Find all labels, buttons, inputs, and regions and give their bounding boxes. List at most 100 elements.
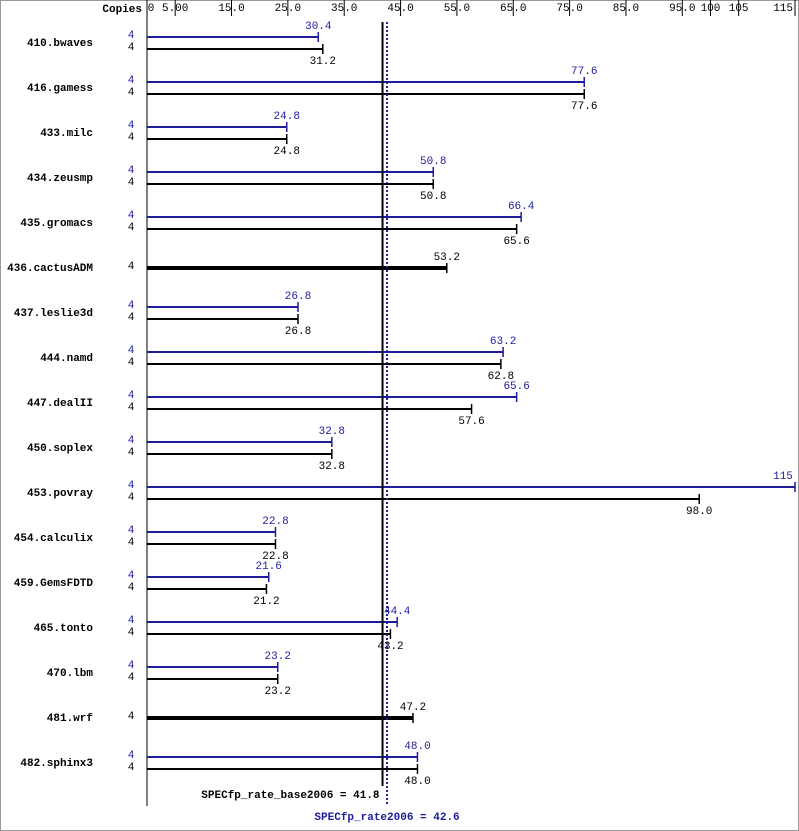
value-label: 21.6 (256, 561, 282, 573)
benchmark-label: 453.povray (27, 488, 93, 500)
copies-label: 4 (128, 177, 135, 189)
reference-label: SPECfp_rate_base2006 = 41.8 (201, 790, 380, 802)
value-label: 21.2 (253, 596, 279, 608)
benchmark-label: 444.namd (40, 353, 93, 365)
value-label: 23.2 (265, 686, 291, 698)
copies-label: 4 (128, 525, 135, 537)
value-label: 77.6 (571, 66, 597, 78)
value-label: 98.0 (686, 506, 712, 518)
copies-label: 4 (128, 42, 135, 54)
benchmark-label: 435.gromacs (20, 218, 93, 230)
benchmark-label: 416.gamess (27, 83, 93, 95)
value-label: 32.8 (319, 461, 345, 473)
x-tick-label: 25.0 (275, 3, 301, 15)
value-label: 26.8 (285, 291, 311, 303)
copies-label: 4 (128, 312, 135, 324)
value-label: 57.6 (458, 416, 484, 428)
copies-label: 4 (128, 762, 135, 774)
benchmark-label: 433.milc (40, 128, 93, 140)
value-label: 23.2 (265, 651, 291, 663)
value-label: 43.2 (377, 641, 403, 653)
value-label: 47.2 (400, 702, 426, 714)
value-label: 65.6 (503, 381, 529, 393)
value-label: 48.0 (404, 776, 430, 788)
value-label: 26.8 (285, 326, 311, 338)
copies-label: 4 (128, 447, 135, 459)
x-tick-label: 95.0 (669, 3, 695, 15)
x-tick-label: 55.0 (444, 3, 470, 15)
copies-label: 4 (128, 480, 135, 492)
value-label: 22.8 (262, 516, 288, 528)
copies-label: 4 (128, 627, 135, 639)
copies-label: 4 (128, 87, 135, 99)
value-label: 24.8 (274, 146, 300, 158)
copies-label: 4 (128, 537, 135, 549)
value-label: 62.8 (488, 371, 514, 383)
copies-label: 4 (128, 711, 135, 723)
copies-label: 4 (128, 210, 135, 222)
benchmark-label: 436.cactusADM (7, 263, 93, 275)
x-tick-label: 35.0 (331, 3, 357, 15)
benchmark-label: 437.leslie3d (14, 308, 93, 320)
copies-label: 4 (128, 345, 135, 357)
value-label: 44.4 (384, 606, 411, 618)
value-label: 24.8 (274, 111, 300, 123)
x-tick-label: 85.0 (613, 3, 639, 15)
copies-label: 4 (128, 492, 135, 504)
value-label: 77.6 (571, 101, 597, 113)
value-label: 48.0 (404, 741, 430, 753)
copies-label: 4 (128, 132, 135, 144)
value-label: 53.2 (434, 252, 460, 264)
copies-label: 4 (128, 75, 135, 87)
copies-label: 4 (128, 570, 135, 582)
value-label: 32.8 (319, 426, 345, 438)
value-label: 50.8 (420, 191, 446, 203)
benchmark-label: 447.dealII (27, 398, 93, 410)
x-tick-label: 5.00 (162, 3, 188, 15)
value-label: 66.4 (508, 201, 535, 213)
copies-label: 4 (128, 120, 135, 132)
copies-label: 4 (128, 582, 135, 594)
benchmark-label: 434.zeusmp (27, 173, 93, 185)
value-label: 30.4 (305, 21, 332, 33)
value-label: 31.2 (310, 56, 336, 68)
copies-label: 4 (128, 222, 135, 234)
value-label: 115 (773, 471, 793, 483)
value-label: 50.8 (420, 156, 446, 168)
copies-header: Copies (102, 4, 142, 16)
copies-label: 4 (128, 300, 135, 312)
x-tick-label: 75.0 (556, 3, 582, 15)
benchmark-label: 481.wrf (47, 713, 94, 725)
benchmark-label: 470.lbm (47, 668, 94, 680)
value-label: 65.6 (503, 236, 529, 248)
benchmark-label: 482.sphinx3 (20, 758, 93, 770)
copies-label: 4 (128, 357, 135, 369)
x-tick-label: 65.0 (500, 3, 526, 15)
benchmark-label: 465.tonto (34, 623, 94, 635)
copies-label: 4 (128, 390, 135, 402)
copies-label: 4 (128, 750, 135, 762)
copies-label: 4 (128, 261, 135, 273)
copies-label: 4 (128, 615, 135, 627)
benchmark-label: 450.soplex (27, 443, 93, 455)
copies-label: 4 (128, 435, 135, 447)
x-tick-label: 100 (701, 3, 721, 15)
copies-label: 4 (128, 30, 135, 42)
x-tick-label: 115 (773, 3, 793, 15)
reference-label: SPECfp_rate2006 = 42.6 (314, 812, 459, 824)
value-label: 22.8 (262, 551, 288, 563)
x-tick-label: 45.0 (387, 3, 413, 15)
benchmark-label: 410.bwaves (27, 38, 93, 50)
x-tick-label: 15.0 (218, 3, 244, 15)
value-label: 63.2 (490, 336, 516, 348)
x-tick-label: 0 (148, 3, 155, 15)
copies-label: 4 (128, 165, 135, 177)
copies-label: 4 (128, 660, 135, 672)
benchmark-label: 459.GemsFDTD (14, 578, 94, 590)
x-tick-label: 105 (729, 3, 749, 15)
benchmark-label: 454.calculix (14, 533, 94, 545)
copies-label: 4 (128, 402, 135, 414)
copies-label: 4 (128, 672, 135, 684)
